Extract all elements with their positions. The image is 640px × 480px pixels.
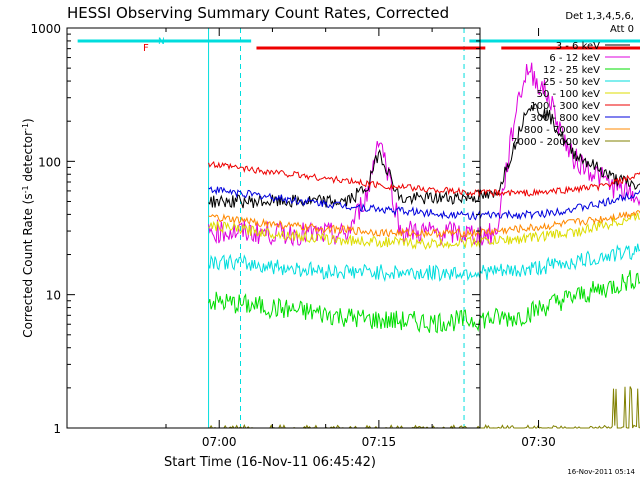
y-axis-title: Corrected Count Rate (s-1 detector-1): [21, 118, 36, 337]
legend-header-detectors: Det 1,3,4,5,6,: [565, 11, 634, 22]
series-line-2: [208, 269, 640, 334]
chart-title: HESSI Observing Summary Count Rates, Cor…: [67, 4, 449, 22]
series-line-3: [208, 243, 640, 283]
night-flag-label: N: [158, 37, 165, 47]
legend-header-attenuator: Att 0: [610, 24, 634, 35]
y-tick-label: 10: [46, 289, 61, 303]
y-axis-title-sup1: -1: [21, 185, 30, 193]
y-axis-title-mid: detector: [21, 131, 35, 186]
x-tick-label: 07:00: [202, 435, 237, 449]
legend-label: 100 - 300 keV: [530, 101, 600, 112]
timestamp: 16-Nov-2011 05:14: [567, 468, 635, 476]
plot-frame: [66, 27, 481, 429]
series-line-6: [208, 186, 640, 221]
series-line-7: [208, 210, 640, 239]
legend-label: 7000 - 20000 keV: [511, 137, 600, 148]
legend-label: 3 - 6 keV: [556, 41, 600, 52]
x-tick-label: 07:30: [521, 435, 556, 449]
y-axis-title-sup2: -1: [21, 123, 30, 131]
series-line-0: [208, 103, 640, 209]
observing-flags: [77, 28, 640, 428]
x-axis-title: Start Time (16-Nov-11 06:45:42): [164, 455, 376, 470]
legend-label: 50 - 100 keV: [537, 89, 601, 100]
legend-label: 6 - 12 keV: [549, 53, 600, 64]
y-axis-title-end: ): [21, 118, 35, 123]
series-line-5: [208, 161, 640, 198]
y-tick-label: 1000: [30, 22, 61, 36]
series-line-4: [208, 212, 640, 251]
legend-label: 300 - 800 keV: [530, 113, 600, 124]
series-line-8: [208, 386, 640, 430]
flare-flag-label: F: [143, 43, 149, 54]
y-tick-label: 1: [53, 422, 61, 436]
y-axis-title-main: Corrected Count Rate (s: [21, 193, 35, 337]
legend-label: 12 - 25 keV: [543, 65, 600, 76]
legend-label: 25 - 50 keV: [543, 77, 600, 88]
y-tick-label: 100: [38, 155, 61, 169]
legend-label: 800 - 7000 keV: [524, 125, 600, 136]
x-tick-label: 07:15: [362, 435, 397, 449]
